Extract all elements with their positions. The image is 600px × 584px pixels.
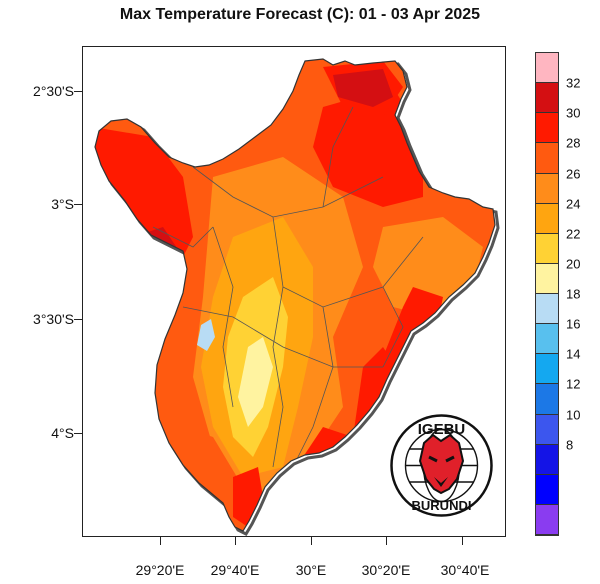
- legend-swatch: [536, 113, 558, 144]
- legend-label: 18: [566, 286, 581, 302]
- legend-swatch: [536, 444, 558, 475]
- legend-swatch: [536, 143, 558, 174]
- lon-label: 30°40'E: [440, 562, 490, 578]
- lat-label: 3°30'S: [33, 311, 74, 327]
- lat-label: 2°30'S: [33, 83, 74, 99]
- legend-label: 12: [566, 376, 581, 392]
- legend-label: 10: [566, 407, 581, 422]
- lon-tick: [311, 537, 312, 545]
- legend-label: 22: [566, 226, 581, 242]
- legend-swatch: [536, 504, 558, 535]
- legend-swatch: [536, 53, 558, 84]
- legend-swatch: [536, 203, 558, 234]
- lon-tick: [160, 537, 161, 545]
- lat-tick: [74, 433, 82, 434]
- legend-label: 16: [566, 316, 581, 332]
- lon-label: 30°E: [295, 562, 327, 578]
- legend-label: 14: [566, 346, 581, 362]
- temperature-map: [94, 58, 500, 536]
- legend-swatch: [536, 294, 558, 325]
- lon-tick: [235, 537, 236, 545]
- map-frame: [82, 46, 506, 537]
- lat-label: 4°S: [51, 425, 74, 441]
- legend-swatch: [536, 354, 558, 385]
- lon-tick: [386, 537, 387, 545]
- legend-label: 24: [566, 196, 581, 212]
- legend-label: 8: [566, 437, 574, 453]
- leopard-head-icon: [418, 433, 465, 495]
- igebu-logo: IGEBU BURUNDI: [390, 414, 493, 517]
- lat-tick: [74, 204, 82, 205]
- legend-swatch: [536, 173, 558, 204]
- legend-swatch: [536, 324, 558, 355]
- lon-label: 29°20'E: [135, 562, 185, 578]
- legend-label: 32: [566, 75, 581, 91]
- logo-top-text: IGEBU: [418, 421, 466, 438]
- legend-label: 28: [566, 135, 581, 151]
- legend-swatch: [536, 414, 558, 445]
- color-legend: [535, 52, 559, 536]
- lat-tick: [74, 319, 82, 320]
- map-title: Max Temperature Forecast (C): 01 - 03 Ap…: [119, 6, 481, 23]
- lon-label: 29°40'E: [210, 562, 260, 578]
- lat-tick: [74, 91, 82, 92]
- province-borders: [152, 106, 424, 468]
- lon-label: 30°20'E: [361, 562, 411, 578]
- legend-label: 26: [566, 166, 581, 181]
- lon-tick: [462, 537, 463, 545]
- legend-swatch: [536, 384, 558, 415]
- logo-bottom-text: BURUNDI: [412, 498, 472, 513]
- legend-label: 30: [566, 105, 581, 121]
- legend-swatch: [536, 233, 558, 264]
- legend-swatch: [536, 474, 558, 505]
- lat-label: 3°S: [51, 196, 74, 212]
- legend-swatch: [536, 263, 558, 294]
- legend-swatch: [536, 83, 558, 114]
- legend-label: 20: [566, 256, 581, 272]
